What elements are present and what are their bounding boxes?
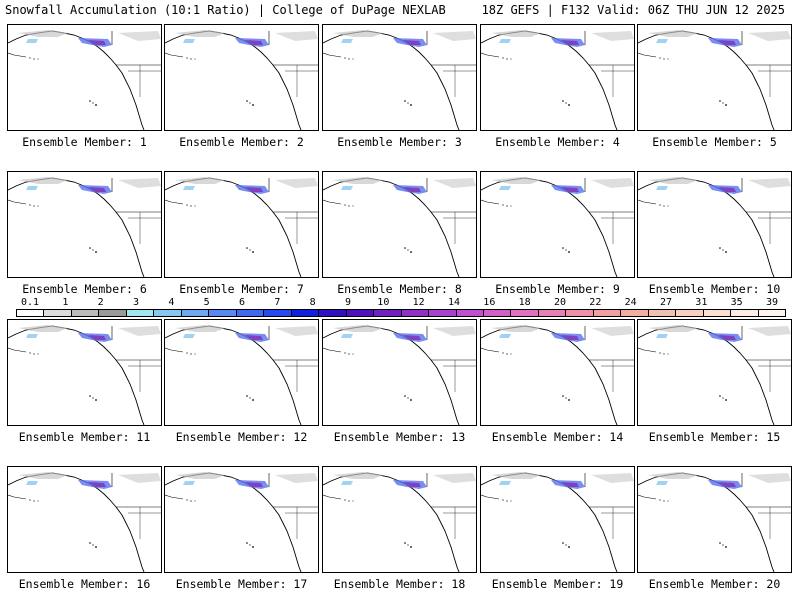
colorbar-cell <box>676 310 704 316</box>
colorbar-cell <box>236 310 265 316</box>
snowfall-map <box>637 171 792 278</box>
ensemble-member-label: Ensemble Member: 5 <box>652 135 777 149</box>
colorbar-tick-label: 20 <box>553 297 567 308</box>
ensemble-member-label: Ensemble Member: 17 <box>175 577 308 591</box>
colorbar-cell <box>126 310 155 316</box>
ensemble-member-label: Ensemble Member: 13 <box>333 430 466 444</box>
snowfall-map <box>322 171 477 278</box>
ensemble-member-label: Ensemble Member: 12 <box>175 430 308 444</box>
ensemble-member-label: Ensemble Member: 15 <box>648 430 781 444</box>
colorbar-cell <box>401 310 430 316</box>
colorbar-tick-label: 3 <box>132 297 140 308</box>
colorbar-cell <box>17 310 45 316</box>
colorbar-cell <box>44 310 72 316</box>
colorbar-cell <box>511 310 539 316</box>
colorbar-tick-label: 39 <box>765 297 779 308</box>
colorbar-cell <box>703 310 732 316</box>
colorbar-cell <box>648 310 677 316</box>
ensemble-member-label: Ensemble Member: 4 <box>495 135 620 149</box>
colorbar-cell <box>154 310 182 316</box>
colorbar-cell <box>456 310 484 316</box>
snowfall-map <box>7 171 162 278</box>
ensemble-member-label: Ensemble Member: 14 <box>491 430 624 444</box>
ensemble-member-label: Ensemble Member: 20 <box>648 577 781 591</box>
snowfall-map <box>7 24 162 131</box>
snowfall-map <box>322 24 477 131</box>
colorbar-cell <box>319 310 347 316</box>
colorbar-tick-label: 0.1 <box>20 297 40 308</box>
ensemble-member-label: Ensemble Member: 3 <box>337 135 462 149</box>
colorbar-cell <box>181 310 210 316</box>
colorbar-cell <box>758 310 786 316</box>
colorbar-tick-label: 35 <box>730 297 743 308</box>
colorbar-tick-label: 12 <box>412 297 425 308</box>
ensemble-member-label: Ensemble Member: 1 <box>22 135 147 149</box>
ensemble-member-label: Ensemble Member: 6 <box>22 282 147 296</box>
ensemble-member-label: Ensemble Member: 9 <box>495 282 620 296</box>
ensemble-member-label: Ensemble Member: 11 <box>18 430 151 444</box>
chart-title: Snowfall Accumulation (10:1 Ratio) | Col… <box>5 3 446 17</box>
snowfall-map <box>322 319 477 426</box>
colorbar-cell <box>621 310 649 316</box>
model-run-info: 18Z GEFS | F132 Valid: 06Z THU JUN 12 20… <box>481 3 785 17</box>
colorbar-tick-label: 27 <box>659 297 673 308</box>
colorbar-cell <box>566 310 594 316</box>
colorbar-tick-label: 7 <box>274 297 281 308</box>
snowfall-map <box>322 466 477 573</box>
snowfall-map <box>164 466 319 573</box>
colorbar-tick-label: 10 <box>377 297 390 308</box>
ensemble-member-label: Ensemble Member: 2 <box>179 135 304 149</box>
ensemble-member-label: Ensemble Member: 8 <box>337 282 462 296</box>
colorbar-tick-label: 6 <box>238 297 246 308</box>
snowfall-map <box>637 24 792 131</box>
colorbar-legend: 0.1 1 2 3 4 5 6 7 8 9 10 12 14 16 18 20 22 24 27 31 35 39 <box>16 297 786 327</box>
colorbar-cell <box>483 310 512 316</box>
colorbar-strip <box>16 309 786 317</box>
snowfall-map <box>164 319 319 426</box>
colorbar-tick-label: 31 <box>695 297 708 308</box>
colorbar-cell <box>593 310 622 316</box>
colorbar-tick-label: 8 <box>309 297 316 308</box>
snowfall-map <box>7 319 162 426</box>
snowfall-map <box>480 319 635 426</box>
snowfall-map <box>480 171 635 278</box>
colorbar-cell <box>346 310 375 316</box>
snowfall-map <box>164 171 319 278</box>
colorbar-cell <box>429 310 457 316</box>
snowfall-map <box>637 319 792 426</box>
snowfall-map <box>480 466 635 573</box>
colorbar-cell <box>99 310 127 316</box>
colorbar-tick-label: 1 <box>62 297 69 308</box>
snowfall-map <box>7 466 162 573</box>
ensemble-member-label: Ensemble Member: 18 <box>333 577 466 591</box>
colorbar-tick-label: 5 <box>203 297 210 308</box>
colorbar-tick-label: 14 <box>447 297 461 308</box>
colorbar-cell <box>71 310 100 316</box>
colorbar-cell <box>264 310 292 316</box>
ensemble-member-label: Ensemble Member: 16 <box>18 577 151 591</box>
ensemble-member-label: Ensemble Member: 7 <box>179 282 304 296</box>
ensemble-member-label: Ensemble Member: 10 <box>648 282 781 296</box>
colorbar-tick-label: 24 <box>624 297 637 308</box>
colorbar-cell <box>538 310 567 316</box>
snowfall-map <box>480 24 635 131</box>
colorbar-cell <box>291 310 320 316</box>
colorbar-tick-label: 16 <box>483 297 496 308</box>
colorbar-tick-label: 22 <box>589 297 602 308</box>
ensemble-member-label: Ensemble Member: 19 <box>491 577 624 591</box>
colorbar-cell <box>209 310 237 316</box>
colorbar-cell <box>374 310 402 316</box>
snowfall-map <box>164 24 319 131</box>
colorbar-tick-label: 4 <box>168 297 175 308</box>
snowfall-map <box>637 466 792 573</box>
colorbar-tick-label: 18 <box>518 297 531 308</box>
colorbar-tick-label: 2 <box>97 297 104 308</box>
colorbar-cell <box>731 310 759 316</box>
colorbar-tick-label: 9 <box>344 297 352 308</box>
